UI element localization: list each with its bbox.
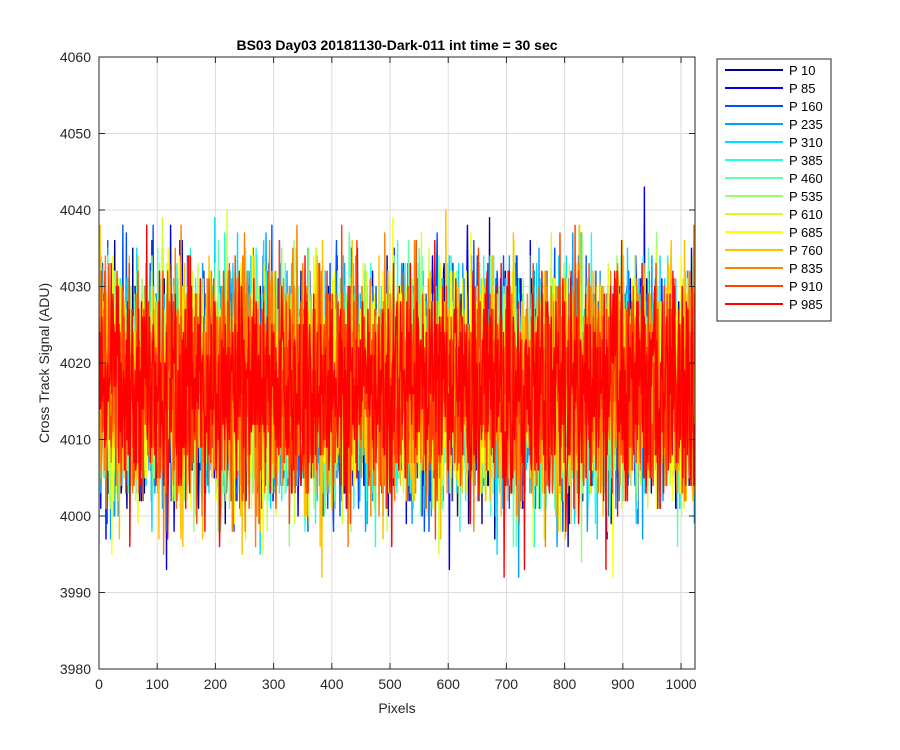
legend-label: P 760 (789, 243, 823, 258)
axis-ticks: 0 100 200 300 400 500 600 700 800 900 1000 3980 3990… (60, 49, 697, 692)
legend-label: P 985 (789, 297, 823, 312)
legend: P 10 P 85 P 160 P 235 P 310 P 385 P 460 P 535 P … (716, 58, 832, 322)
series-lines (99, 186, 695, 578)
x-tick-label: 0 (95, 676, 103, 692)
series-line-p985 (99, 224, 695, 578)
legend-label: P 235 (789, 117, 823, 132)
y-tick-label: 4030 (60, 279, 91, 295)
x-tick-label: 600 (437, 676, 461, 692)
legend-label: P 910 (789, 279, 823, 294)
x-axis-label: Pixels (378, 700, 415, 716)
y-tick-label: 4060 (60, 49, 91, 65)
y-axis-label: Cross Track Signal (ADU) (36, 283, 52, 443)
y-tick-label: 4040 (60, 202, 91, 218)
x-tick-label: 500 (378, 676, 402, 692)
y-tick-label: 3990 (60, 585, 91, 601)
x-tick-label: 900 (611, 676, 635, 692)
y-tick-label: 3980 (60, 661, 91, 677)
legend-label: P 460 (789, 171, 823, 186)
x-tick-label: 200 (204, 676, 228, 692)
x-tick-label: 400 (320, 676, 344, 692)
y-tick-label: 4050 (60, 126, 91, 142)
x-tick-label: 100 (146, 676, 170, 692)
legend-label: P 160 (789, 99, 823, 114)
legend-label: P 685 (789, 225, 823, 240)
legend-label: P 10 (789, 63, 816, 78)
x-tick-label: 700 (495, 676, 519, 692)
x-tick-label: 1000 (665, 676, 696, 692)
legend-label: P 610 (789, 207, 823, 222)
legend-label: P 535 (789, 189, 823, 204)
y-tick-label: 4010 (60, 432, 91, 448)
y-tick-label: 4020 (60, 355, 91, 371)
legend-label: P 85 (789, 81, 816, 96)
legend-label: P 310 (789, 135, 823, 150)
x-tick-label: 300 (262, 676, 286, 692)
legend-label: P 385 (789, 153, 823, 168)
y-tick-label: 4000 (60, 508, 91, 524)
legend-label: P 835 (789, 261, 823, 276)
chart-title: BS03 Day03 20181130-Dark-011 int time = … (236, 37, 557, 53)
x-tick-label: 800 (553, 676, 577, 692)
legend-box (716, 58, 832, 322)
